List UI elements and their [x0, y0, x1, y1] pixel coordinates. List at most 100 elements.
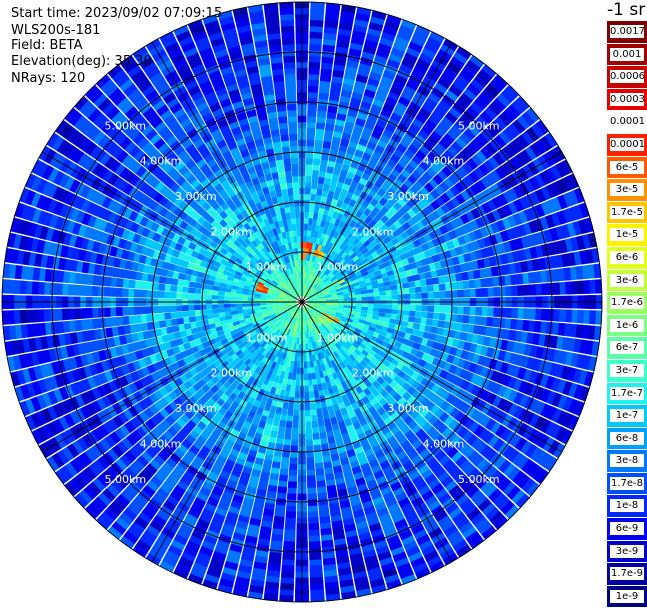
range-gate-group: [122, 278, 261, 299]
range-gate-group: [56, 139, 119, 186]
data-ray: [19, 303, 297, 417]
range-gate-group: [239, 182, 274, 245]
range-ring-label: 3.00km: [387, 402, 429, 415]
colorbar-level-label: 0.0001: [610, 137, 644, 151]
colorbar-swatch: 0.0003: [607, 88, 647, 112]
colorbar-swatch: 3e-5: [607, 179, 647, 202]
range-gate-group: [1, 294, 69, 310]
range-ring-label: 4.00km: [140, 437, 182, 450]
colorbar-level-label: 6e-7: [610, 341, 644, 355]
range-gate-group: [112, 396, 134, 415]
data-ray: [302, 307, 372, 598]
colorbar-swatch: 6e-7: [607, 337, 647, 360]
range-gate-group: [382, 52, 418, 113]
data-ray: [64, 107, 298, 299]
range-gate-group: [359, 254, 466, 289]
data-ray: [2, 302, 297, 341]
data-ray: [304, 31, 445, 297]
range-gate-group: [242, 399, 261, 430]
range-gate-group: [320, 364, 358, 464]
colorbar-swatch: 3e-8: [607, 450, 647, 473]
range-gate-group: [384, 36, 442, 134]
colorbar-level-label: 0.0006: [610, 70, 644, 84]
range-gate-group: [42, 165, 81, 194]
range-gate-group: [351, 564, 366, 574]
data-ray: [4, 302, 297, 357]
azimuth-spoke: [151, 41, 303, 303]
data-ray: [304, 306, 472, 558]
range-gate-group: [238, 244, 259, 264]
range-gate-group: [492, 134, 530, 166]
range-gate-group: [102, 138, 147, 178]
range-gate-group: [92, 130, 161, 189]
range-gate-group: [264, 142, 295, 262]
data-ray: [14, 303, 297, 402]
data-ray: [263, 307, 302, 602]
range-gate-group: [245, 179, 282, 254]
range-gate-group: [351, 402, 371, 433]
range-gate-group: [10, 217, 118, 257]
range-gate-group: [541, 235, 586, 257]
range-gate-group: [488, 102, 502, 116]
range-gate-group: [521, 319, 590, 339]
range-gate-group: [64, 444, 124, 497]
range-gate-group: [283, 329, 293, 348]
range-gate-group: [339, 317, 391, 344]
colorbar-level-label: 1e-8: [610, 499, 644, 513]
range-gate-group: [111, 69, 182, 152]
range-gate-group: [16, 250, 102, 276]
range-gate-group: [229, 51, 243, 61]
ppi-data: [1, 1, 603, 603]
data-ray: [19, 187, 297, 301]
range-gate-group: [249, 10, 268, 49]
range-gate-group: [73, 115, 111, 149]
range-gate-group: [217, 351, 271, 430]
colorbar-swatch: 1.7e-7: [607, 382, 647, 406]
data-ray: [303, 307, 387, 594]
system-label: WLS200s-181: [11, 23, 101, 38]
range-gate-group: [237, 362, 281, 461]
data-ray: [64, 305, 298, 497]
range-gate-group: [69, 421, 136, 474]
range-gate-group: [232, 517, 262, 598]
range-gate-group: [154, 181, 257, 266]
range-gate-group: [512, 470, 531, 489]
range-gate-group: [488, 202, 590, 246]
range-gate-group: [382, 567, 398, 579]
data-ray: [307, 303, 585, 417]
range-ring-label: 1.00km: [317, 261, 359, 274]
colorbar-swatch: 0.0001: [607, 133, 647, 157]
range-gate-group: [308, 354, 332, 463]
range-gate-group: [227, 219, 236, 229]
range-gate-group: [320, 527, 339, 590]
range-gate-group: [238, 488, 267, 574]
data-ray: [303, 14, 402, 297]
range-gate-group: [41, 408, 53, 423]
range-gate-group: [480, 95, 530, 142]
range-gate-group: [303, 373, 314, 447]
range-gate-group: [446, 61, 462, 75]
range-gate-group: [229, 328, 291, 458]
range-gate-group: [30, 386, 70, 412]
data-ray: [307, 217, 594, 301]
range-gate-group: [390, 358, 441, 394]
range-gate-group: [324, 20, 339, 29]
range-gate-group: [184, 223, 263, 278]
range-gate-group: [358, 24, 414, 147]
range-gate-group: [156, 311, 262, 345]
range-gate-group: [498, 263, 602, 287]
data-ray: [307, 202, 590, 301]
range-gate-group: [459, 414, 549, 485]
data-ray: [10, 303, 297, 387]
range-gate-group: [38, 414, 103, 459]
range-gate-group: [326, 484, 349, 558]
range-gate-group: [108, 463, 158, 517]
range-gate-group: [511, 307, 585, 324]
data-ray: [31, 304, 297, 445]
range-gate-group: [139, 56, 177, 105]
range-gate-group: [199, 545, 214, 557]
range-gate-group: [368, 459, 418, 552]
range-gate-group: [141, 338, 216, 377]
range-gate-group: [497, 349, 583, 384]
range-gate-group: [525, 127, 540, 142]
